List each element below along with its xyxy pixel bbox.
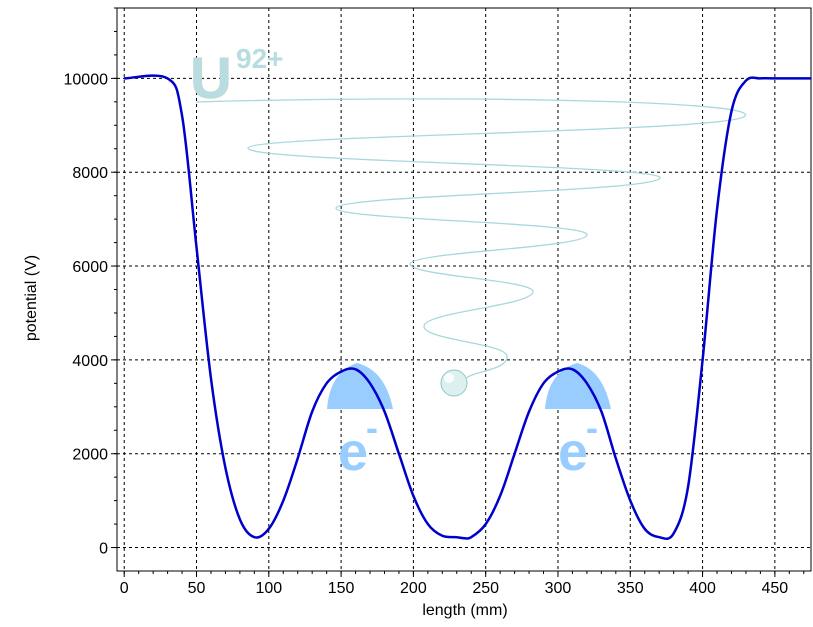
data-point <box>123 77 126 80</box>
y-tick-label: 8000 <box>72 165 108 182</box>
data-point <box>513 452 516 455</box>
data-point <box>716 208 718 211</box>
data-point <box>586 382 588 385</box>
data-point <box>484 523 487 525</box>
data-point <box>600 410 603 413</box>
data-point <box>643 527 646 530</box>
y-tick-label: 2000 <box>72 447 108 464</box>
ion-ball-highlight <box>444 373 454 383</box>
data-point <box>325 382 328 385</box>
x-axis-ticks: 0 50 100 150 200 250 300 350 400 450 <box>120 571 805 597</box>
data-point <box>282 499 285 502</box>
x-tick-label: 450 <box>762 580 789 597</box>
electron-label-left: e <box>338 422 368 482</box>
data-point <box>774 77 776 80</box>
data-point <box>369 382 371 385</box>
electron-label-right: e <box>558 422 588 482</box>
electron-charge-right: - <box>586 407 598 448</box>
electron-cloud-left <box>327 363 393 409</box>
electron-charge-left: - <box>366 407 378 448</box>
y-axis-ticks: 0 2000 4000 6000 8000 10000 <box>64 7 117 558</box>
y-tick-label: 0 <box>99 541 108 558</box>
data-point <box>195 246 198 249</box>
data-point <box>759 77 762 80</box>
data-point <box>701 359 704 361</box>
data-point <box>398 452 400 455</box>
data-point <box>412 495 415 497</box>
data-point <box>210 377 212 380</box>
ion-trajectory <box>195 98 746 379</box>
x-tick-label: 100 <box>255 580 282 597</box>
data-point <box>470 536 473 539</box>
grid-lines <box>117 8 811 571</box>
y-tick-label: 10000 <box>64 71 109 88</box>
x-tick-label: 250 <box>472 580 499 597</box>
data-point <box>730 110 733 113</box>
data-point <box>181 115 183 117</box>
ion-ball <box>440 369 468 397</box>
data-point <box>455 536 458 539</box>
data-point <box>383 410 386 413</box>
data-point <box>557 370 559 373</box>
data-point <box>268 527 270 530</box>
data-point <box>166 77 169 80</box>
data-point <box>629 499 632 502</box>
x-tick-label: 300 <box>545 580 572 597</box>
x-tick-label: 350 <box>617 580 644 597</box>
series-line-0 <box>124 74 811 541</box>
data-point <box>571 368 574 371</box>
x-tick-label: 0 <box>120 580 129 597</box>
y-tick-label: 6000 <box>72 259 108 276</box>
data-point <box>672 532 675 535</box>
data-point <box>463 537 465 539</box>
y-axis-label: potential (V) <box>23 255 40 341</box>
x-tick-label: 200 <box>400 580 427 597</box>
y-tick-label: 4000 <box>72 353 108 370</box>
data-point <box>354 368 357 371</box>
data-point <box>427 523 429 525</box>
electron-cloud-right <box>545 363 611 409</box>
data-point <box>542 382 545 385</box>
data-point <box>340 370 342 373</box>
data-point <box>239 518 241 521</box>
data-point <box>296 457 299 460</box>
data-point <box>687 485 689 488</box>
ion-charge: 92+ <box>236 43 284 74</box>
x-tick-label: 400 <box>689 580 716 597</box>
ion-symbol: U <box>190 46 232 111</box>
data-point <box>810 77 812 80</box>
series-group <box>123 74 812 541</box>
data-point <box>615 457 617 460</box>
data-point <box>253 536 256 539</box>
data-point <box>224 466 227 469</box>
data-point <box>311 410 313 413</box>
data-point <box>658 536 660 539</box>
data-point <box>745 79 747 82</box>
x-tick-label: 50 <box>188 580 206 597</box>
x-axis-label: length (mm) <box>422 602 507 619</box>
x-tick-label: 150 <box>328 580 355 597</box>
data-point <box>441 535 444 537</box>
data-point <box>528 410 530 413</box>
data-point <box>499 495 501 497</box>
